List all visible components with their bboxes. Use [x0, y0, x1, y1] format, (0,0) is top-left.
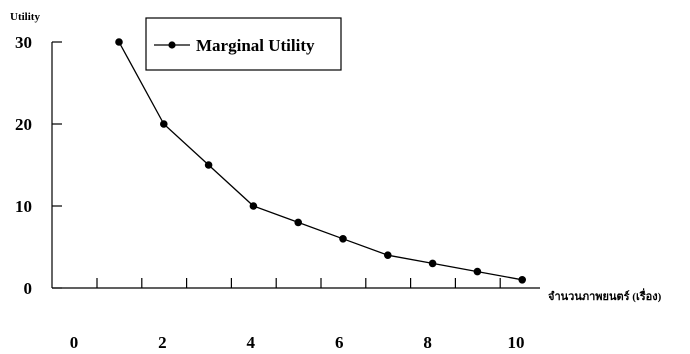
data-point [428, 259, 437, 268]
x-ticks [96, 278, 501, 288]
legend: Marginal Utility [145, 17, 342, 71]
marginal-utility-line [118, 41, 523, 281]
data-point [339, 235, 347, 243]
y-tick-label: 20 [15, 115, 32, 134]
y-ticks: 0 10 20 30 [15, 33, 62, 298]
legend-marker [168, 41, 176, 49]
data-point [115, 38, 123, 46]
data-point [249, 202, 258, 210]
data-point [204, 161, 213, 169]
data-point [384, 251, 392, 259]
marginal-utility-points [115, 38, 526, 284]
x-tick-label: 0 [70, 333, 79, 352]
y-tick-label: 30 [15, 33, 32, 52]
x-tick-label: 4 [247, 333, 256, 352]
x-tick-label: 6 [335, 333, 344, 352]
y-tick-label: 0 [24, 279, 33, 298]
data-point [160, 120, 168, 128]
x-tick-label: 8 [423, 333, 432, 352]
x-tick-label: 10 [508, 333, 525, 352]
data-point [294, 218, 303, 227]
legend-label: Marginal Utility [196, 36, 315, 55]
y-tick-label: 10 [15, 197, 32, 216]
data-point [518, 276, 526, 284]
x-axis-title: จำนวนภาพยนตร์ (เรื่อง) [548, 288, 662, 303]
legend-box [145, 17, 342, 71]
x-tick-labels: 0 2 4 6 8 10 [70, 333, 525, 352]
data-point [473, 267, 482, 276]
x-tick-label: 2 [158, 333, 167, 352]
y-axis-title: Utility [10, 11, 40, 23]
